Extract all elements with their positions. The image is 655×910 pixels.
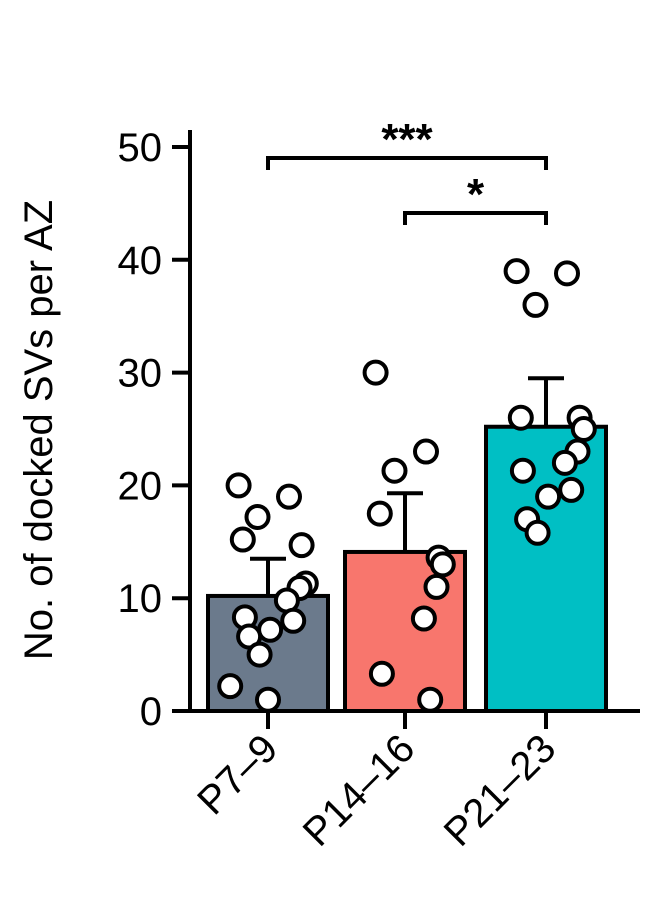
- significance-bracket-0: [266, 156, 548, 170]
- data-point-2-9: [558, 476, 585, 503]
- data-point-2-1: [554, 260, 580, 287]
- y-tick-label-0: 0: [140, 690, 162, 734]
- data-point-2-10: [535, 483, 562, 510]
- data-point-2-2: [522, 291, 549, 318]
- significance-bracket-1: [403, 211, 548, 225]
- data-point-2-12: [524, 519, 551, 546]
- data-point-1-2: [381, 457, 408, 484]
- data-point-2-8: [509, 457, 536, 484]
- x-tick-label-2: P21–23: [436, 726, 565, 855]
- data-point-0-2: [244, 503, 271, 530]
- significance-layer: ****: [266, 115, 548, 225]
- data-point-1-7: [410, 605, 437, 632]
- data-point-0-0: [225, 472, 252, 499]
- significance-label-0: ***: [381, 115, 433, 164]
- y-tick-label-5: 50: [118, 126, 163, 170]
- data-point-2-0: [503, 258, 530, 285]
- y-axis-title: No. of docked SVs per AZ: [17, 200, 61, 660]
- data-point-0-3: [229, 526, 256, 553]
- data-point-0-9: [280, 607, 307, 634]
- data-point-1-0: [362, 359, 389, 386]
- data-point-1-6: [423, 573, 450, 600]
- data-point-0-4: [288, 532, 315, 559]
- data-point-1-1: [413, 438, 439, 465]
- data-point-0-14: [255, 686, 281, 713]
- data-point-1-5: [429, 551, 456, 578]
- data-point-0-1: [276, 483, 302, 510]
- y-tick-label-3: 30: [118, 352, 163, 396]
- x-tick-label-1: P14–16: [295, 726, 424, 855]
- x-tick-label-0: P7–9: [189, 726, 286, 823]
- data-point-0-13: [217, 673, 244, 700]
- y-tick-label-2: 20: [118, 464, 163, 508]
- data-point-1-8: [368, 660, 395, 687]
- y-tick-label-1: 10: [118, 577, 163, 621]
- data-point-0-12: [246, 641, 273, 668]
- error-bars-layer: [250, 376, 564, 596]
- significance-label-1: *: [467, 170, 485, 219]
- data-point-2-5: [570, 416, 597, 442]
- data-point-2-3: [507, 404, 534, 431]
- data-point-1-3: [366, 500, 393, 527]
- bar-2: [484, 424, 608, 713]
- data-points-layer: [217, 258, 597, 713]
- y-tick-label-4: 40: [118, 239, 163, 283]
- data-point-0-10: [257, 616, 284, 643]
- data-point-2-7: [551, 449, 578, 476]
- data-point-1-9: [417, 686, 444, 713]
